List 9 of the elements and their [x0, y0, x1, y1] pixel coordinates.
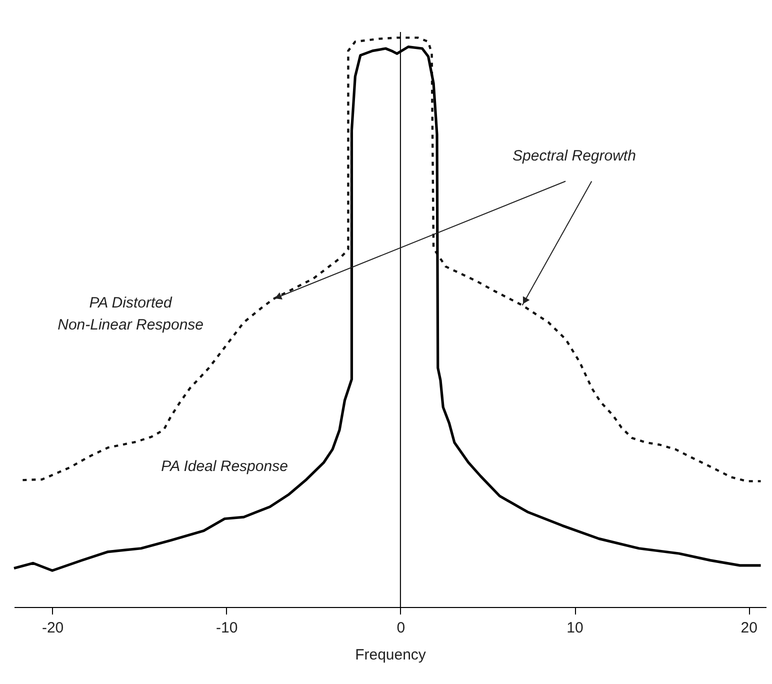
x-axis-title: Frequency: [355, 646, 426, 664]
x-tick-label: 20: [740, 620, 758, 636]
x-tick-label: -20: [42, 620, 64, 636]
annotation: Spectral Regrowth: [512, 148, 636, 165]
series-label: PA Ideal Response: [161, 458, 288, 476]
x-tick-label: 0: [396, 620, 406, 636]
x-tick-label: -10: [216, 620, 238, 636]
x-tick-label: 10: [566, 620, 584, 636]
series-label: PA Distorted Non-Linear Response: [58, 294, 204, 334]
